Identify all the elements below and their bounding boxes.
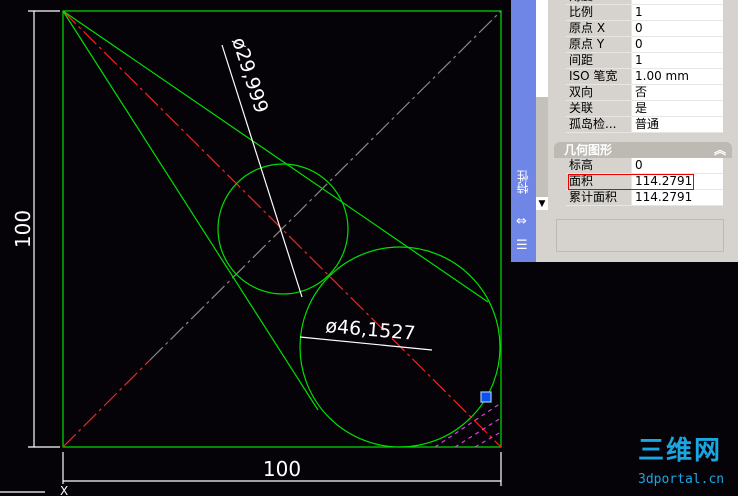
description-box — [556, 219, 724, 252]
property-row[interactable]: 累计面积 114.2791 — [566, 190, 723, 206]
property-value[interactable]: 1 — [632, 5, 723, 20]
dimensions — [0, 10, 502, 493]
property-value[interactable]: 114.2791 — [632, 174, 723, 189]
property-value[interactable]: 普通 — [632, 117, 723, 132]
tangent-line-lower — [62, 10, 319, 411]
palette-titlebar[interactable]: 特性 ⇔ ☰ — [511, 0, 536, 262]
property-row[interactable]: 关联是 — [566, 101, 723, 117]
palette-title: 特性 — [516, 170, 530, 194]
property-label: ISO 笔宽 — [566, 69, 632, 84]
property-value[interactable]: 114.2791 — [632, 190, 723, 205]
property-row[interactable]: 间距 1 — [566, 53, 723, 69]
property-label: 间距 — [566, 53, 632, 68]
centerline-antidiagonal-lower — [62, 359, 151, 448]
property-row-area[interactable]: 面积 114.2791 — [566, 174, 723, 190]
square-outline — [62, 10, 502, 448]
property-value[interactable]: 是 — [632, 101, 723, 116]
property-value[interactable] — [632, 0, 723, 4]
auto-hide-icon[interactable]: ⇔ — [516, 214, 527, 229]
property-label: 累计面积 — [566, 190, 632, 205]
property-value[interactable]: 否 — [632, 85, 723, 100]
property-row[interactable]: 双向否 — [566, 85, 723, 101]
property-label: 关联 — [566, 101, 632, 116]
section-geometry[interactable]: 几何图形 ︽ — [554, 142, 732, 158]
watermark-line2: 3dportal.cn — [638, 472, 725, 487]
ucs-x-label: X — [60, 484, 68, 496]
property-label: 原点 X — [566, 21, 632, 36]
property-value[interactable]: 0 — [632, 37, 723, 52]
centerline-diagonal — [62, 10, 502, 448]
property-label: 比例 — [566, 5, 632, 20]
property-row[interactable]: ISO 笔宽 1.00 mm — [566, 69, 723, 85]
property-value[interactable]: 0 — [632, 158, 723, 173]
collapse-icon[interactable]: ︽ — [713, 143, 726, 157]
watermark-line1: 三维网 — [638, 436, 723, 466]
properties-palette: 特性 ⇔ ☰ ▼ 角度 比例1 原点 X0 原点 Y0 间距1 ISO 笔宽1.… — [511, 0, 738, 262]
small-circle — [217, 163, 349, 295]
property-row[interactable]: 孤岛检... 普通 — [566, 117, 723, 133]
area-highlight-box — [568, 174, 694, 190]
property-label: 角度 — [566, 0, 632, 4]
dim-small-diameter-text: ø29,999 — [227, 35, 272, 116]
chevron-down-icon[interactable]: ▼ — [538, 199, 546, 209]
property-row[interactable]: 比例 1 — [566, 5, 723, 21]
section-title: 几何图形 — [564, 143, 613, 157]
dim-vertical-text: 100 — [11, 210, 35, 248]
grip-handle[interactable] — [480, 391, 492, 403]
property-label: 面积 — [566, 174, 632, 189]
scrollbar[interactable]: ▼ — [536, 0, 548, 210]
property-value[interactable]: 1 — [632, 53, 723, 68]
property-value[interactable]: 1.00 mm — [632, 69, 723, 84]
hatch-region — [434, 402, 502, 448]
tangent-line-upper — [62, 10, 489, 303]
dim-horizontal-text: 100 — [263, 457, 301, 481]
large-circle — [299, 246, 501, 448]
property-label: 原点 Y — [566, 37, 632, 52]
watermark-logo: 三维网 3dportal.cn — [638, 436, 724, 487]
property-label: 孤岛检... — [566, 117, 632, 132]
property-row[interactable]: 角度 — [566, 0, 723, 5]
property-row[interactable]: 标高 0 — [566, 158, 723, 174]
centerline-antidiagonal — [149, 10, 502, 361]
hatch-properties-table: 角度 比例1 原点 X0 原点 Y0 间距1 ISO 笔宽1.00 mm 双向否… — [566, 0, 723, 133]
property-value[interactable]: 0 — [632, 21, 723, 36]
geometry-table: 标高 0 面积 114.2791 累计面积 114.2791 — [566, 158, 723, 206]
property-label: 标高 — [566, 158, 632, 173]
property-label: 双向 — [566, 85, 632, 100]
properties-menu-icon[interactable]: ☰ — [516, 238, 528, 253]
